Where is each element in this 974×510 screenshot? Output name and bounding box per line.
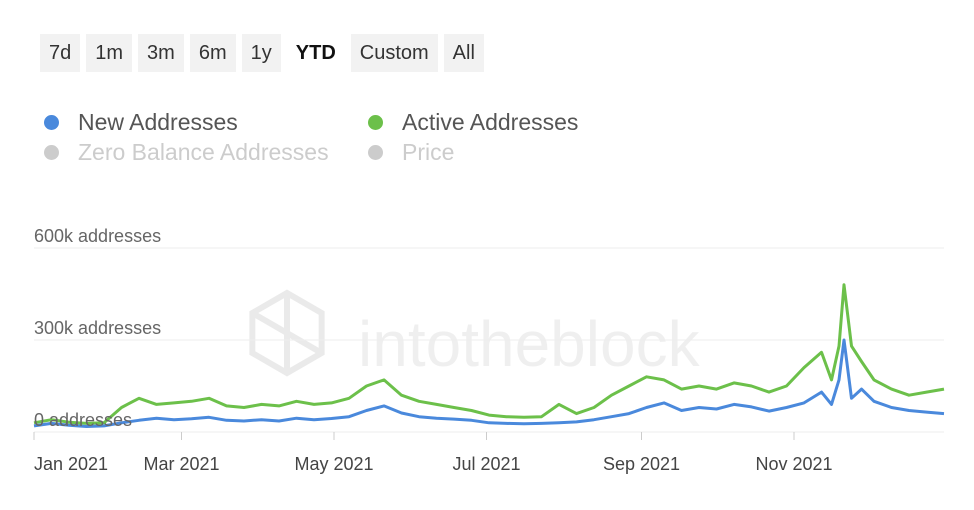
watermark-text: intotheblock (358, 308, 701, 380)
range-button-7d[interactable]: 7d (40, 34, 81, 72)
series-layer (33, 283, 945, 428)
x-tick-label: Jan 2021 (34, 454, 108, 474)
y-tick-label: 0 addresses (34, 410, 132, 430)
x-tick-label: Jul 2021 (452, 454, 520, 474)
x-tick-label: Sep 2021 (603, 454, 680, 474)
range-button-custom[interactable]: Custom (350, 34, 438, 72)
legend-label: Price (402, 139, 455, 165)
legend-dot-icon (44, 114, 59, 130)
range-button-6m[interactable]: 6m (189, 34, 236, 72)
x-axis-ticks: Jan 2021 Mar 2021 May 2021 Jul 2021 Sep 2021… (33, 432, 833, 474)
series-line-active-addresses (33, 283, 945, 425)
legend-dot-icon (368, 114, 383, 130)
x-tick-label: May 2021 (294, 454, 373, 474)
range-selector: 7d 1m 3m 6m 1y YTD Custom All (40, 34, 484, 72)
legend-item-price[interactable]: Price (368, 138, 664, 166)
legend-label: Zero Balance Addresses (78, 139, 329, 165)
y-tick-label: 300k addresses (34, 318, 161, 338)
x-tick-label: Mar 2021 (143, 454, 219, 474)
range-button-1y[interactable]: 1y (241, 34, 281, 72)
legend-item-new-addresses[interactable]: New Addresses (44, 108, 368, 136)
range-button-3m[interactable]: 3m (138, 34, 184, 72)
legend-label: Active Addresses (402, 109, 579, 135)
range-button-1m[interactable]: 1m (86, 34, 133, 72)
y-tick-label: 600k addresses (34, 226, 161, 246)
gridlines (34, 247, 944, 433)
legend-item-active-addresses[interactable]: Active Addresses (368, 108, 664, 136)
range-button-all[interactable]: All (443, 34, 484, 72)
series-line-new-addresses (33, 338, 945, 428)
x-tick-label: Nov 2021 (755, 454, 832, 474)
chart-legend: New Addresses Active Addresses Zero Balanc… (44, 108, 664, 166)
legend-dot-icon (44, 144, 59, 160)
watermark-logo-icon (249, 289, 325, 377)
legend-label: New Addresses (78, 109, 238, 135)
range-button-ytd[interactable]: YTD (286, 34, 345, 72)
legend-dot-icon (368, 144, 383, 160)
y-axis-ticks: 0 addresses 300k addresses 600k addresses (34, 226, 161, 430)
intotheblock-watermark: intotheblock (249, 289, 701, 380)
legend-item-zero-balance-addresses[interactable]: Zero Balance Addresses (44, 138, 368, 166)
